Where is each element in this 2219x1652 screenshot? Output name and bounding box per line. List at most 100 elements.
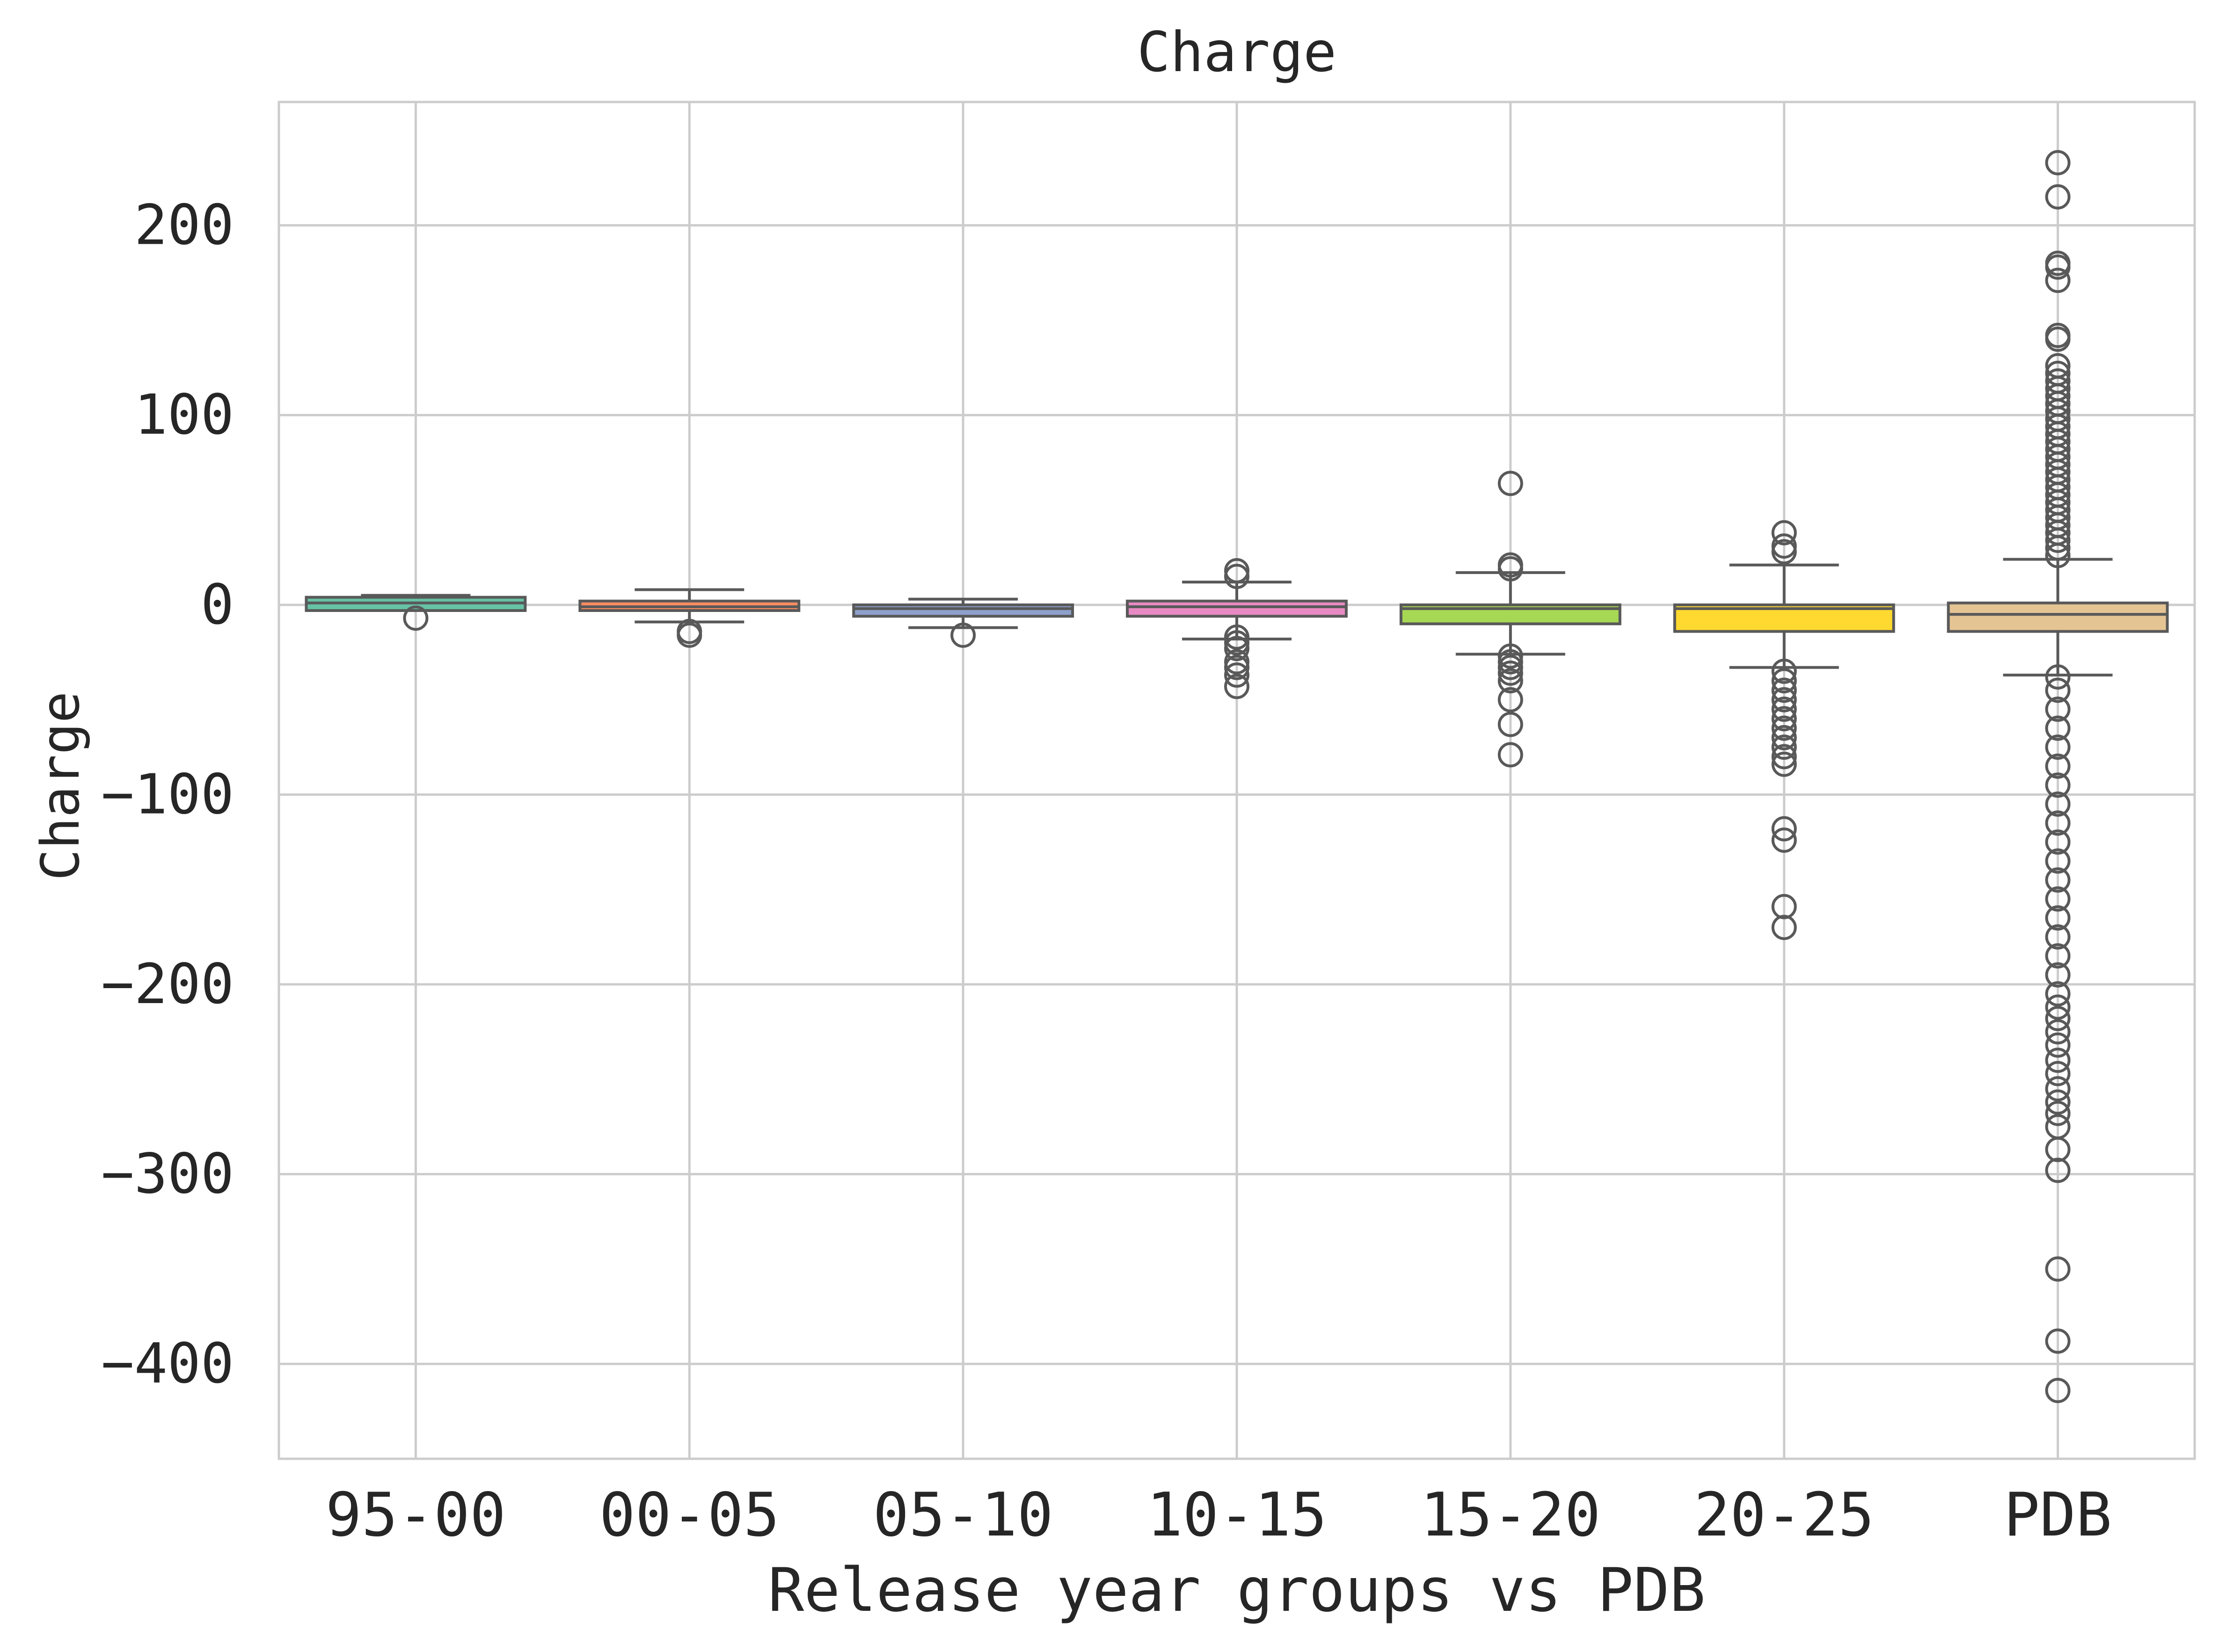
outlier-point	[950, 622, 976, 648]
outlier-point	[2045, 772, 2071, 798]
outlier-point	[1771, 677, 1797, 703]
box-body	[852, 603, 1074, 618]
outlier-point	[1497, 712, 1523, 737]
x-tick-label: 95-00	[326, 1480, 506, 1550]
outlier-point	[677, 622, 702, 648]
box-body	[1126, 599, 1348, 618]
outlier-point	[2045, 735, 2071, 760]
outlier-point	[2045, 791, 2071, 817]
outlier-point	[2045, 848, 2071, 874]
outlier-point	[1771, 744, 1797, 770]
box-05-10	[852, 597, 1074, 648]
x-tick-label: 15-20	[1420, 1480, 1600, 1550]
x-tick-label: 00-05	[599, 1480, 780, 1550]
outlier-point	[2045, 905, 2071, 931]
outlier-point	[2045, 268, 2071, 293]
outlier-point	[2045, 867, 2071, 893]
box-body	[1947, 601, 2169, 633]
outlier-point	[2045, 753, 2071, 779]
box-15-20	[1399, 471, 1621, 768]
x-tick-label: 10-15	[1146, 1480, 1327, 1550]
x-tick-label: 20-25	[1694, 1480, 1874, 1550]
outlier-point	[2045, 664, 2071, 690]
outlier-point	[2045, 535, 2071, 561]
outlier-point	[2045, 1136, 2071, 1162]
outlier-point	[2045, 1100, 2071, 1126]
outlier-point	[1771, 539, 1797, 565]
outlier-point	[1771, 715, 1797, 741]
outlier-point	[1497, 471, 1523, 496]
outlier-point	[1497, 742, 1523, 768]
box-10-15	[1126, 558, 1348, 699]
outlier-point	[1497, 687, 1523, 713]
outlier-point	[1224, 558, 1249, 583]
outlier-point	[2045, 1089, 2071, 1115]
chart-title: Charge	[1137, 20, 1336, 84]
outlier-point	[1497, 668, 1523, 694]
outlier-point	[1771, 751, 1797, 777]
axes-frame	[277, 101, 2196, 1460]
outlier-point	[2045, 1256, 2071, 1282]
box-00-05	[578, 588, 801, 648]
outlier-point	[2045, 829, 2071, 855]
outlier-point	[2045, 886, 2071, 912]
y-tick-label: −200	[101, 952, 234, 1016]
outlier-point	[2045, 677, 2071, 703]
outlier-point	[2045, 810, 2071, 836]
outlier-point	[1224, 655, 1249, 680]
outlier-point	[1497, 660, 1523, 686]
outlier-point	[1771, 827, 1797, 853]
outlier-point	[2045, 1019, 2071, 1045]
outlier-point	[1771, 915, 1797, 940]
x-tick-labels: 95-00 00-05 05-10 10-15 15-20 20-25 PDB	[326, 1480, 2112, 1550]
outlier-point	[2045, 924, 2071, 950]
y-tick-label: 100	[134, 382, 234, 447]
box-95-00	[305, 594, 527, 631]
outlier-point	[2045, 1006, 2071, 1032]
outlier-point	[1771, 816, 1797, 842]
outlier-point	[2045, 943, 2071, 969]
outlier-point	[2045, 696, 2071, 722]
outlier-point	[2045, 1032, 2071, 1058]
outlier-point	[1771, 725, 1797, 750]
outlier-point	[2045, 1076, 2071, 1102]
outlier-point	[1771, 706, 1797, 732]
outlier-point	[2045, 543, 2071, 568]
outlier-point	[2045, 150, 2071, 175]
x-tick-label: 05-10	[873, 1480, 1053, 1550]
y-tick-labels: 200 100 0 −100 −200 −300 −400	[101, 193, 234, 1396]
outlier-point	[1771, 687, 1797, 713]
outlier-point	[1497, 556, 1523, 582]
outlier-point	[2045, 184, 2071, 210]
outlier-point	[1771, 520, 1797, 546]
box-PDB	[1947, 150, 2169, 1403]
x-axis-label: Release year groups vs PDB	[768, 1556, 1706, 1625]
outlier-point	[1771, 668, 1797, 694]
outlier-point	[2045, 1157, 2071, 1183]
outlier-point	[2045, 254, 2071, 280]
y-tick-label: −400	[101, 1331, 234, 1396]
outlier-point	[2045, 1328, 2071, 1354]
outlier-point	[1771, 658, 1797, 684]
box-series	[305, 150, 2169, 1403]
outlier-point	[1224, 662, 1249, 688]
outlier-point	[1224, 636, 1249, 662]
outlier-point	[2045, 715, 2071, 741]
outlier-point	[2045, 1048, 2071, 1073]
y-tick-label: 0	[201, 572, 234, 637]
outlier-point	[1771, 735, 1797, 760]
grid-lines	[279, 102, 2195, 1459]
box-20-25	[1673, 520, 1895, 940]
outlier-point	[1771, 696, 1797, 722]
outlier-point	[2045, 1061, 2071, 1086]
y-tick-label: −300	[101, 1142, 234, 1206]
outlier-point	[2045, 326, 2071, 352]
x-tick-label: PDB	[2004, 1480, 2112, 1550]
y-tick-label: 200	[134, 193, 234, 257]
outlier-point	[2045, 527, 2071, 553]
outlier-point	[2045, 1377, 2071, 1403]
y-axis-label: Charge	[30, 691, 91, 881]
outlier-point	[2045, 962, 2071, 988]
plot-area-border	[277, 101, 2196, 1460]
